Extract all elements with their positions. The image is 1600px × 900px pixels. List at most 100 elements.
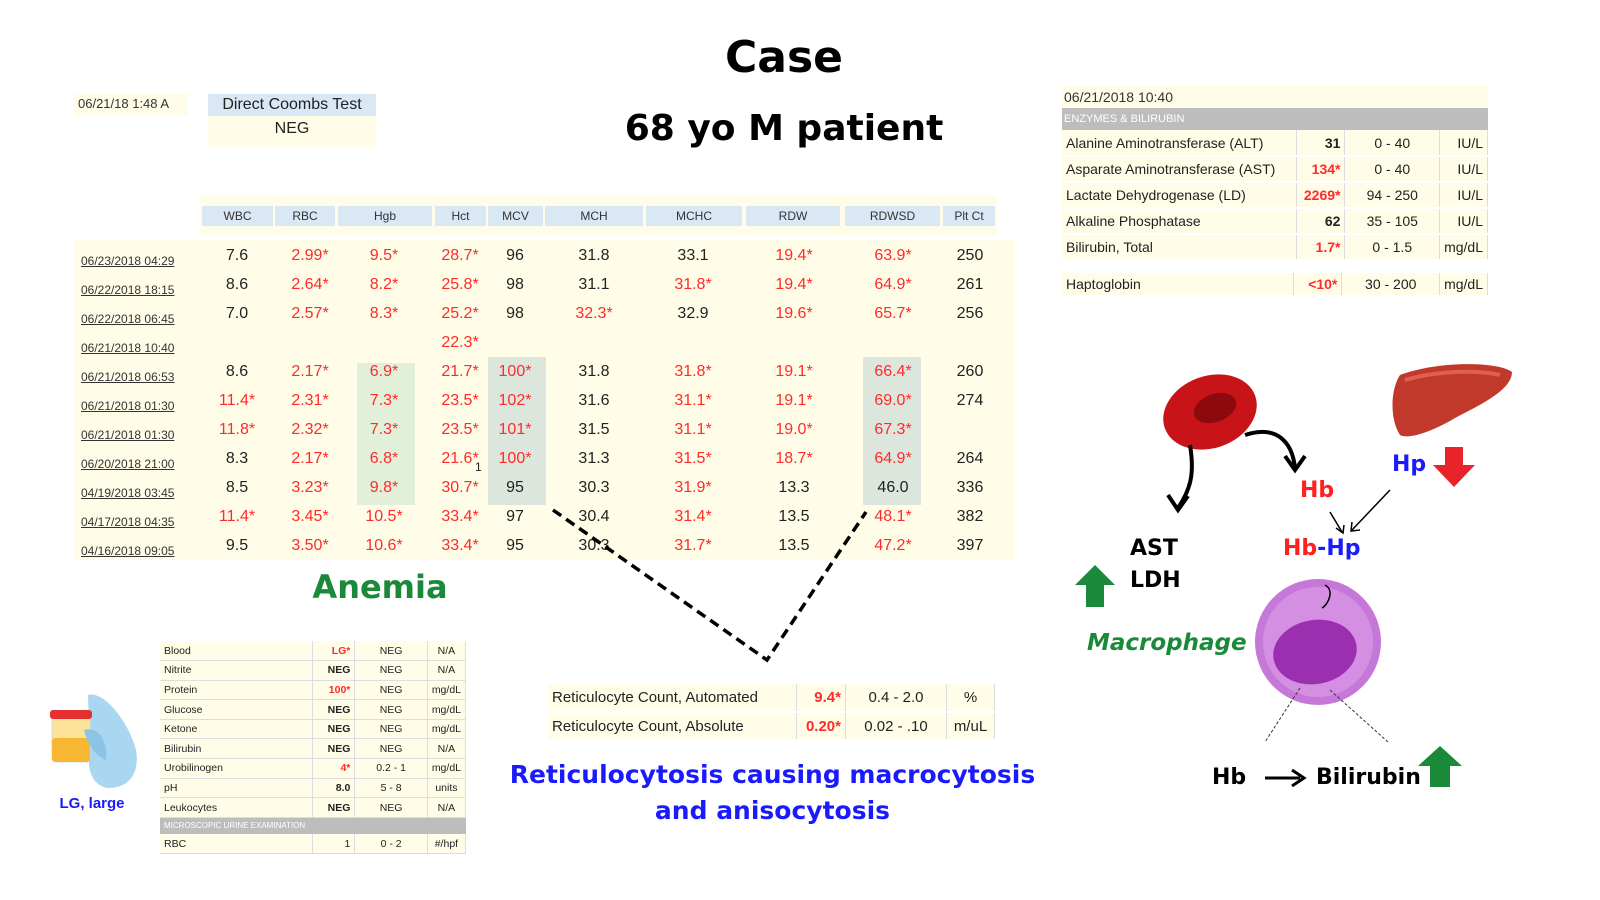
enzyme-row: Asparate Aminotransferase (AST) 134* 0 - 4… [1062,156,1488,183]
cbc-row-date[interactable]: 04/16/2018 09:05 [81,544,175,558]
urine-row: Bilirubin NEG NEG N/A [160,738,467,760]
cbc-value: 11.4* [218,392,256,409]
cell: NEG [354,641,428,662]
cell: NEG [312,660,356,681]
cbc-value: 100* [498,450,532,467]
cbc-value: 31.8 [578,363,610,380]
cbc-value: 64.9* [874,450,912,467]
cbc-value: 9.5* [369,247,399,264]
cbc-row-date[interactable]: 06/22/2018 06:45 [81,312,175,326]
arrow-rbc-to-hb [1244,429,1297,469]
cbc-value: 3.50* [291,537,329,554]
cbc-value: 19.1* [775,363,813,380]
cbc-value: 11.4* [218,508,256,525]
cbc-value: 10.6* [365,537,403,554]
cell: Bilirubin [160,738,313,760]
cbc-value: 2.99* [291,247,329,264]
cbc-value: 8.3* [369,305,399,322]
cbc-row-date[interactable]: 06/22/2018 18:15 [81,283,175,297]
ldh-label: LDH [1130,568,1181,593]
red-blood-cell-icon [1163,374,1257,450]
cell: 100* [312,680,356,701]
cbc-value: 95 [506,479,524,496]
cbc-value: 264 [956,450,984,467]
reticulocyte-table: Reticulocyte Count, Automated 9.4* 0.4 - 2… [548,684,995,741]
cell: 0.2 - 1 [354,758,428,779]
dash: - [1317,536,1327,561]
cell: NEG [354,699,428,720]
cell: 0.20* [796,712,846,741]
cbc-value: 2.17* [291,363,329,380]
urine-row: pH 8.0 5 - 8 units [160,778,467,799]
cbc-row-date[interactable]: 06/21/2018 01:30 [81,428,175,442]
cbc-value: 28.7* [441,247,479,264]
cell: 4* [312,758,356,779]
cbc-value: 32.3* [575,305,613,322]
cell: Ketone [160,719,313,740]
cbc-value: 97 [506,508,524,525]
cbc-value: 31.1* [674,421,712,438]
cell: Haptoglobin [1062,273,1294,295]
cbc-value: 23.5* [441,421,479,438]
hp-label: Hp [1392,452,1427,477]
cbc-value: 19.6* [775,305,813,322]
haptoglobin-table: Haptoglobin <10* 30 - 200 mg/dL [1062,273,1488,295]
cbc-value: 33.4* [441,508,479,525]
case-title: Case [724,32,843,83]
enzymes-panel: 06/21/2018 10:40 ENZYMES & BILIRUBIN Ala… [1062,86,1488,295]
cbc-row-date[interactable]: 06/21/2018 06:53 [81,370,175,384]
cbc-row-date[interactable]: 04/17/2018 04:35 [81,515,175,529]
cbc-value: 2.17* [291,450,329,467]
cell: RBC [160,833,313,855]
cell: mg/dL [427,758,467,779]
cbc-header-rdw: RDW [746,206,840,226]
urine-section: MICROSCOPIC URINE EXAMINATION [160,817,466,834]
cell: 0 - 2 [354,833,428,855]
cbc-row-date[interactable]: 06/20/2018 21:00 [81,457,175,471]
cbc-row-date[interactable]: 06/21/2018 01:30 [81,399,175,413]
cell: NEG [354,719,428,740]
cbc-value: 46.0 [877,479,909,496]
cbc-header-rdwsd: RDWSD [845,206,940,226]
cell: NEG [354,680,428,701]
enzymes-date: 06/21/2018 10:40 [1062,86,1488,108]
cbc-value: 11.8* [218,421,256,438]
cbc-value: 2.31* [291,392,329,409]
urine-row: Leukocytes NEG NEG N/A [160,797,467,818]
enzyme-row: Lactate Dehydrogenase (LD) 2269* 94 - 250 I… [1062,182,1488,209]
cbc-value: 274 [956,392,984,409]
enzyme-row: Bilirubin, Total 1.7* 0 - 1.5 mg/dL [1062,234,1488,261]
cell: NEG [312,699,356,720]
cbc-row-date[interactable]: 04/19/2018 03:45 [81,486,175,500]
cbc-row-date[interactable]: 06/21/2018 10:40 [81,341,175,355]
cbc-value: 31.3 [578,450,610,467]
cell: Asparate Aminotransferase (AST) [1062,156,1297,183]
cell: IU/L [1439,156,1488,183]
cbc-value: 19.4* [775,276,813,293]
urine-cup-icon [48,690,140,790]
cbc-value: 47.2* [874,537,912,554]
cell: mg/dL [1439,234,1488,261]
cell: 0 - 1.5 [1344,234,1441,261]
cell: NEG [354,797,428,818]
cell: N/A [427,660,467,681]
cbc-value: 261 [956,276,984,293]
cbc-value: 7.6 [225,247,249,264]
cbc-value: 33.4* [441,537,479,554]
cell: 1.7* [1296,234,1346,261]
cell: IU/L [1439,130,1488,157]
green-up-arrow-icon [1075,565,1115,607]
cell: NEG [312,797,356,818]
cell: mg/dL [427,699,467,720]
cbc-row-date[interactable]: 06/23/2018 04:29 [81,254,175,268]
cbc-value: 8.6 [225,276,249,293]
cbc-value: 7.0 [225,305,249,322]
cbc-header-rbc: RBC [275,206,335,226]
cbc-value: 8.5 [225,479,249,496]
cbc-value: 19.4* [775,247,813,264]
cbc-value: 31.7* [674,537,712,554]
cbc-header-mchc: MCHC [646,206,742,226]
cbc-value: 31.5* [674,450,712,467]
cell: Glucose [160,699,313,720]
cell: 62 [1296,208,1346,235]
